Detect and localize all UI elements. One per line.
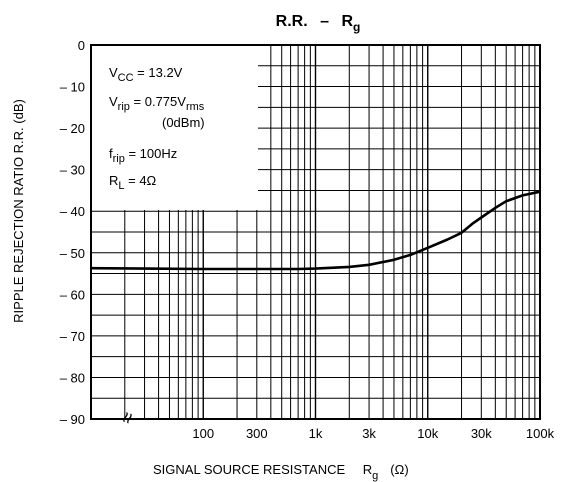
conditions-box (91, 45, 258, 210)
y-tick-label: – 70 (60, 329, 85, 344)
x-tick-labels: 100 300 1k 3k 10k 30k 100k (192, 426, 554, 441)
y-tick-label: – 80 (60, 370, 85, 385)
condition-line: Vrip = 0.775Vrms (109, 94, 205, 113)
x-tick-label: 30k (471, 426, 492, 441)
plot-frame (90, 44, 541, 420)
axis-break-mark: ≈ (116, 409, 140, 427)
y-tick-label: – 30 (60, 163, 85, 178)
y-tick-label: – 50 (60, 246, 85, 261)
condition-line: (0dBm) (162, 115, 205, 130)
x-tick-label: 100 (192, 426, 214, 441)
condition-line: VCC = 13.2V (109, 65, 183, 84)
y-tick-label: – 60 (60, 287, 85, 302)
x-tick-label: 3k (362, 426, 376, 441)
test-conditions: VCC = 13.2V Vrip = 0.775Vrms (0dBm) frip = … (109, 65, 205, 192)
y-tick-label: – 20 (60, 121, 85, 136)
x-axis-label: SIGNAL SOURCE RESISTANCE Rg (Ω) (153, 462, 409, 482)
condition-line: RL = 4Ω (109, 173, 157, 192)
x-tick-label: 100k (526, 426, 555, 441)
series-line (90, 190, 541, 271)
y-tick-labels: 0 – 10 – 20 – 30 – 40 – 50 – 60 – 70 – 80 – 90 (60, 38, 85, 427)
chart-title: R.R. – Rg (276, 13, 361, 34)
x-tick-label: 10k (417, 426, 438, 441)
condition-line: frip = 100Hz (109, 146, 177, 165)
y-tick-label: – 90 (60, 412, 85, 427)
x-tick-label: 1k (309, 426, 323, 441)
y-tick-label: – 40 (60, 204, 85, 219)
x-tick-label: 300 (246, 426, 268, 441)
y-axis-label: RIPPLE REJECTION RATIO R.R. (dB) (11, 99, 26, 323)
y-tick-label: 0 (78, 38, 85, 53)
y-tick-label: – 10 (60, 80, 85, 95)
